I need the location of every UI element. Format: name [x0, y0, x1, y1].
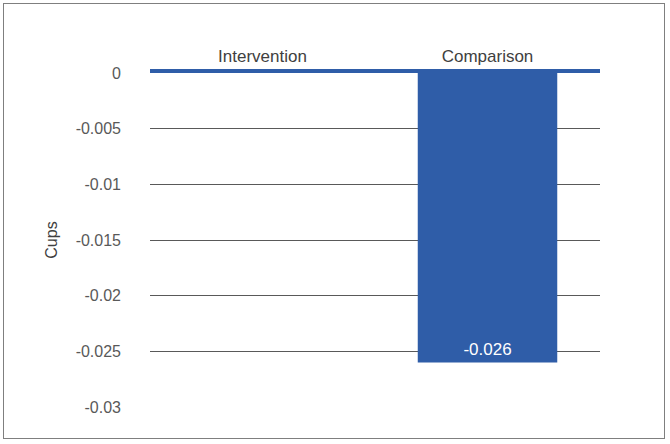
- svg-text:-0.025: -0.025: [76, 343, 121, 360]
- svg-text:-0.026: -0.026: [463, 340, 511, 359]
- svg-text:-0.02: -0.02: [85, 287, 122, 304]
- svg-text:-0.005: -0.005: [76, 120, 121, 137]
- svg-text:0: 0: [112, 65, 121, 82]
- svg-text:-0.03: -0.03: [85, 399, 122, 416]
- svg-text:Intervention: Intervention: [218, 47, 307, 66]
- svg-text:-0.015: -0.015: [76, 232, 121, 249]
- svg-text:Comparison: Comparison: [442, 47, 534, 66]
- svg-text:-0.01: -0.01: [85, 176, 122, 193]
- svg-text:Cups: Cups: [43, 221, 60, 258]
